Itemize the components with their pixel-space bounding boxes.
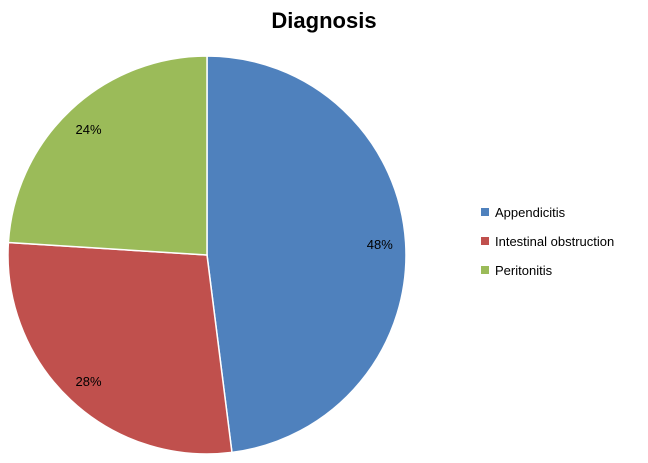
legend: Appendicitis Intestinal obstruction Perito… (481, 205, 614, 278)
legend-label-appendicitis: Appendicitis (495, 205, 566, 220)
chart-title: Diagnosis (271, 8, 376, 33)
legend-swatch-peritonitis (481, 266, 489, 274)
pie-slice-appendicitis (206, 55, 407, 454)
data-label-appendicitis: 48% (367, 237, 393, 252)
pie-slices (7, 55, 407, 455)
legend-label-intestinal-obstruction: Intestinal obstruction (495, 234, 614, 249)
pie-slice-peritonitis (7, 55, 208, 256)
pie-slice-labels: 48% 28% 24% (75, 122, 393, 389)
data-label-peritonitis: 24% (75, 122, 101, 137)
legend-label-peritonitis: Peritonitis (495, 263, 553, 278)
pie-slice-intestinal-obstruction (7, 241, 233, 455)
data-label-intestinal-obstruction: 28% (75, 374, 101, 389)
legend-swatch-intestinal-obstruction (481, 237, 489, 245)
legend-swatch-appendicitis (481, 208, 489, 216)
